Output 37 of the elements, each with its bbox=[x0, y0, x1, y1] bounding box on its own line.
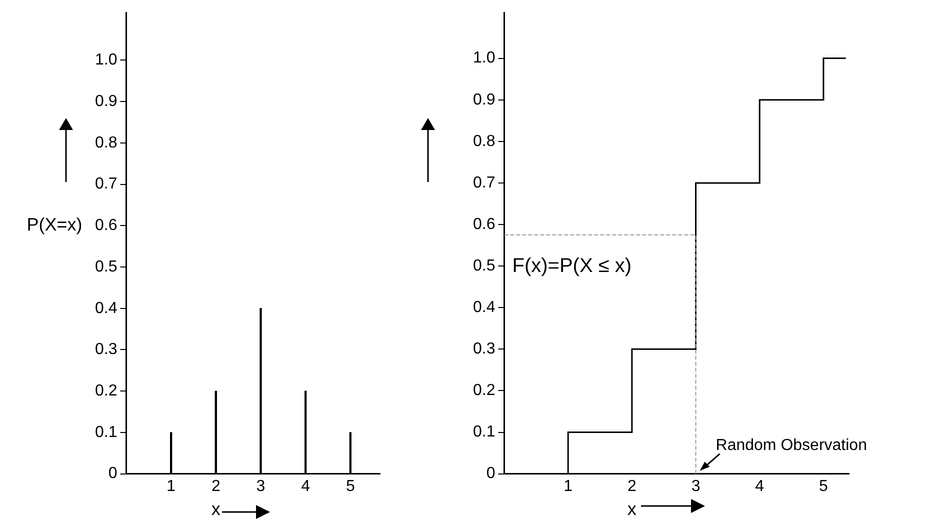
y-tick-label: 1.0 bbox=[94, 52, 118, 69]
y-tick-label: 1.0 bbox=[472, 50, 496, 67]
y-tick-label: 0.2 bbox=[94, 382, 118, 400]
y-tick-label: 0.7 bbox=[472, 174, 496, 192]
x-tick-label: 2 bbox=[627, 478, 636, 495]
x-axis-title: x bbox=[211, 498, 220, 519]
y-tick-label: 0.8 bbox=[472, 132, 496, 150]
annotation: F(x)=P(X ≤ x) bbox=[512, 254, 632, 277]
y-tick-label: 0.9 bbox=[472, 91, 496, 108]
y-tick-label: 0.4 bbox=[94, 300, 118, 317]
x-tick-label: 1 bbox=[564, 478, 573, 495]
y-tick-label: 0.2 bbox=[472, 382, 496, 400]
y-tick-label: 0 bbox=[486, 465, 496, 482]
y-tick-label: 0.6 bbox=[472, 216, 496, 233]
y-tick-label: 0.1 bbox=[472, 424, 496, 441]
y-tick-label: 0.4 bbox=[472, 299, 496, 316]
y-tick-label: 0.9 bbox=[94, 92, 118, 110]
x-tick-label: 3 bbox=[256, 478, 266, 495]
x-axis-title: x bbox=[627, 498, 636, 519]
x-tick-label: 5 bbox=[819, 478, 828, 495]
x-tick-label: 4 bbox=[755, 478, 764, 495]
y-axis-title: P(X=x) bbox=[26, 214, 82, 235]
x-tick-label: 1 bbox=[166, 478, 176, 495]
annotation: Random Observation bbox=[716, 437, 867, 454]
y-tick-label: 0.3 bbox=[472, 340, 496, 358]
y-tick-label: 0.8 bbox=[94, 134, 118, 152]
y-tick-label: 0.7 bbox=[94, 176, 118, 193]
x-tick-label: 4 bbox=[301, 478, 310, 495]
x-tick-label: 5 bbox=[346, 478, 355, 495]
y-tick-label: 0.6 bbox=[94, 217, 118, 234]
y-tick-label: 0.3 bbox=[94, 341, 118, 358]
y-tick-label: 0 bbox=[108, 465, 118, 482]
y-tick-label: 0.1 bbox=[94, 424, 118, 441]
x-tick-label: 3 bbox=[691, 478, 700, 495]
y-tick-label: 0.5 bbox=[94, 258, 118, 276]
x-tick-label: 2 bbox=[211, 478, 220, 495]
y-tick-label: 0.5 bbox=[472, 257, 496, 274]
